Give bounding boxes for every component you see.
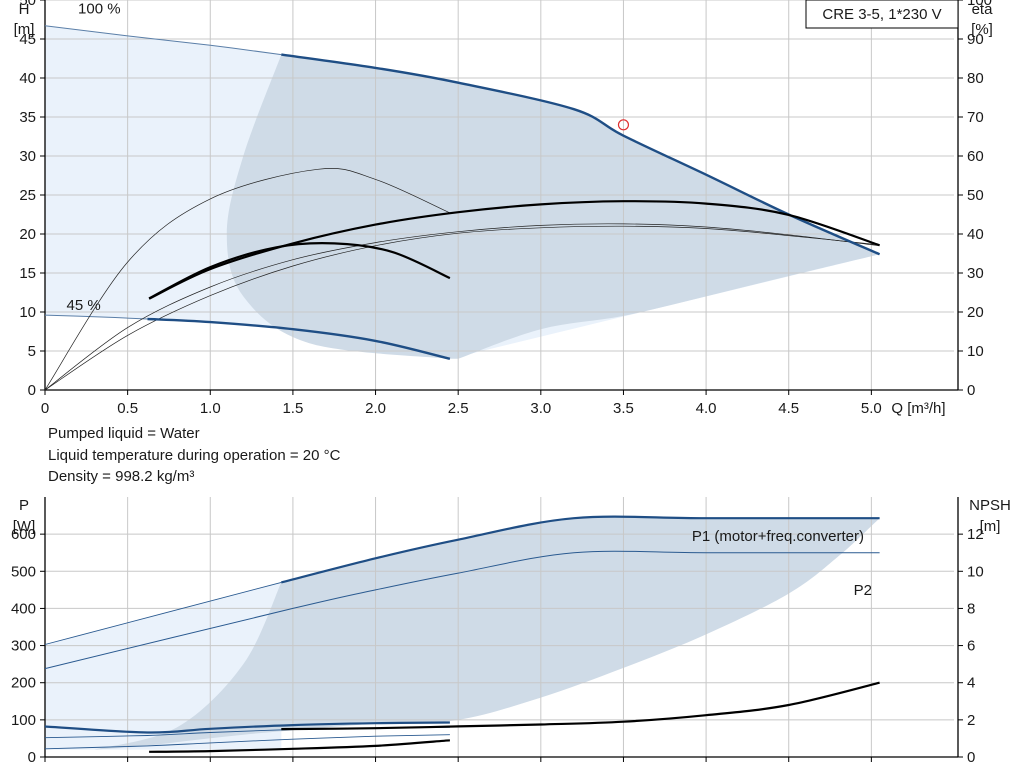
y-tick-label-right: 10 bbox=[967, 343, 984, 360]
y-tick-label-right: 90 bbox=[967, 31, 984, 48]
x-axis-label: Q [m³/h] bbox=[891, 400, 945, 417]
y-tick-label-left: 200 bbox=[11, 675, 36, 692]
x-tick-label: 4.0 bbox=[696, 400, 717, 417]
p1-legend-label: P1 (motor+freq.converter) bbox=[692, 528, 864, 545]
y-tick-label-left: 30 bbox=[19, 148, 36, 165]
head-efficiency-chart: 0 5 10 15 20 25 30 35 40 45 50 0 10 20 30 40 50 60 70 80 90 1… bbox=[14, 0, 994, 417]
liquid-temperature-text: Liquid temperature during operation = 20… bbox=[48, 447, 341, 464]
y-tick-label-left: 35 bbox=[19, 109, 36, 126]
x-tick-label: 0.5 bbox=[117, 400, 138, 417]
p1-curve bbox=[281, 515, 880, 584]
p2-legend-label: P2 bbox=[854, 582, 872, 599]
npsh-curve bbox=[281, 681, 880, 731]
y-axis-unit-left: [W] bbox=[13, 518, 36, 535]
y-tick-label-right: 6 bbox=[967, 638, 975, 655]
efficiency-guide-curve bbox=[44, 225, 880, 391]
y-tick-label-right: 60 bbox=[967, 148, 984, 165]
y-tick-label-right: 0 bbox=[967, 749, 975, 766]
x-tick-label: 4.5 bbox=[778, 400, 799, 417]
y-tick-label-right: 4 bbox=[967, 675, 975, 692]
head-curve-100-thin bbox=[44, 25, 282, 56]
y-tick-label-left: 400 bbox=[11, 600, 36, 617]
y-tick-label-right: 2 bbox=[967, 712, 975, 729]
y-tick-label-right: 70 bbox=[967, 109, 984, 126]
x-tick-label: 5.0 bbox=[861, 400, 882, 417]
efficiency-guide-curve bbox=[44, 168, 451, 391]
efficiency-guide-curve bbox=[44, 223, 880, 391]
y-axis-label-right: eta bbox=[972, 1, 994, 18]
y-tick-label-left: 0 bbox=[28, 382, 36, 399]
x-tick-label: 1.0 bbox=[200, 400, 221, 417]
y-tick-label-right: 50 bbox=[967, 187, 984, 204]
x-tick-label: 0 bbox=[41, 400, 49, 417]
y-axis-unit-left: [m] bbox=[14, 21, 35, 38]
y-tick-label-left: 100 bbox=[11, 712, 36, 729]
y-tick-label-left: 10 bbox=[19, 304, 36, 321]
p1-curve-thin bbox=[44, 581, 282, 645]
y-tick-label-left: 600 bbox=[11, 526, 36, 543]
y-tick-label-left: 15 bbox=[19, 265, 36, 282]
chart-title: CRE 3-5, 1*230 V bbox=[822, 6, 941, 23]
y-tick-label-right: 0 bbox=[967, 382, 975, 399]
x-tick-label: 3.5 bbox=[613, 400, 634, 417]
y-tick-label-right: 80 bbox=[967, 70, 984, 87]
y-tick-label-left: 25 bbox=[19, 187, 36, 204]
operating-point-marker bbox=[617, 119, 630, 131]
y-tick-label-left: 50 bbox=[19, 0, 36, 9]
y-tick-label-right: 30 bbox=[967, 265, 984, 282]
head-curve-45 bbox=[147, 317, 451, 360]
y-tick-label-left: 5 bbox=[28, 343, 36, 360]
y-tick-label-left: 300 bbox=[11, 638, 36, 655]
head-curve-45-thin bbox=[44, 314, 148, 320]
shaded-operating-region bbox=[226, 54, 880, 359]
x-tick-label: 3.0 bbox=[530, 400, 551, 417]
power-npsh-chart: 0 100 200 300 400 500 600 0 2 4 6 8 10 12 P [W] NPSH [m] P… bbox=[11, 497, 1011, 766]
efficiency-curve-45 bbox=[148, 242, 451, 300]
y-tick-label-right: 20 bbox=[967, 304, 984, 321]
pumped-liquid-text: Pumped liquid = Water bbox=[48, 425, 200, 442]
p1-curve-45 bbox=[44, 721, 450, 734]
shaded-power-region bbox=[94, 516, 880, 750]
title-box bbox=[805, 0, 959, 29]
y-tick-label-left: 0 bbox=[28, 749, 36, 766]
y-tick-label-left: 45 bbox=[19, 31, 36, 48]
npsh-curve-45 bbox=[149, 739, 450, 753]
efficiency-curve-100 bbox=[148, 200, 880, 300]
y-tick-label-left: 500 bbox=[11, 563, 36, 580]
y-axis-unit-right: [m] bbox=[980, 518, 1001, 535]
y-tick-label-left: 40 bbox=[19, 70, 36, 87]
y-tick-label-left: 20 bbox=[19, 226, 36, 243]
curve-label-100: 100 % bbox=[78, 1, 121, 18]
y-axis-label-left: H bbox=[19, 1, 30, 18]
p2-curve-45-low bbox=[44, 734, 450, 750]
y-tick-label-right: 100 bbox=[967, 0, 992, 9]
p2-curve bbox=[44, 550, 880, 670]
x-tick-label: 1.5 bbox=[282, 400, 303, 417]
y-tick-label-right: 10 bbox=[967, 563, 984, 580]
y-axis-unit-right: [%] bbox=[971, 21, 993, 38]
y-tick-label-right: 8 bbox=[967, 600, 975, 617]
x-tick-label: 2.0 bbox=[365, 400, 386, 417]
head-curve-100 bbox=[281, 53, 881, 256]
y-axis-label-left: P bbox=[19, 497, 29, 514]
y-tick-label-right: 40 bbox=[967, 226, 984, 243]
y-axis-label-right: NPSH bbox=[969, 497, 1011, 514]
y-tick-label-right: 12 bbox=[967, 526, 984, 543]
x-tick-label: 2.5 bbox=[448, 400, 469, 417]
curve-label-45: 45 % bbox=[66, 297, 100, 314]
density-text: Density = 998.2 kg/m³ bbox=[48, 468, 195, 485]
